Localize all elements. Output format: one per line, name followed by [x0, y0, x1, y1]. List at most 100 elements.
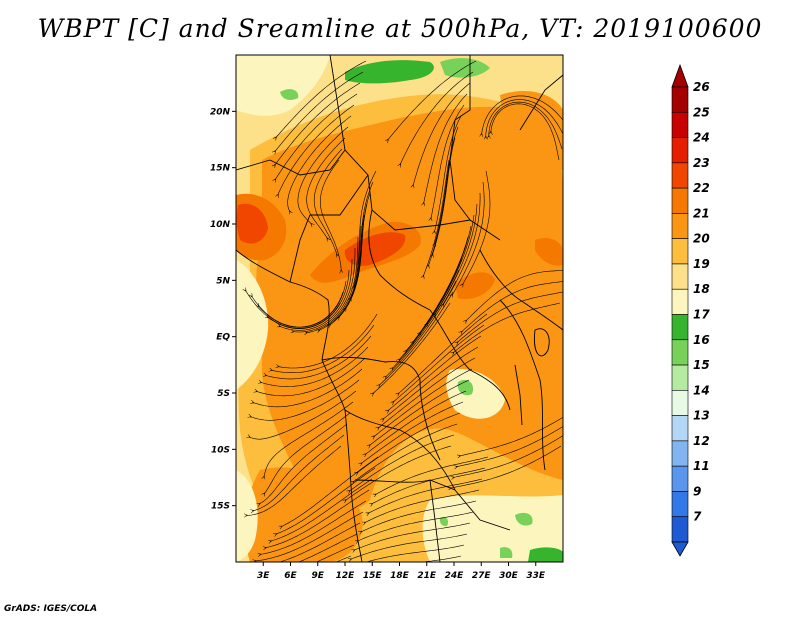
streamline: [489, 101, 563, 150]
lat-tick-label: 10S: [211, 445, 230, 455]
lat-tick-label: 20N: [210, 107, 231, 117]
streamline: [251, 291, 344, 328]
colorbar-bottom-arrow: [671, 541, 689, 557]
border: [429, 309, 511, 411]
colorbar-label: 26: [693, 80, 710, 94]
streamline: [353, 423, 458, 482]
colorbar-swatch: [671, 111, 689, 138]
lat-tick-label: 15N: [210, 164, 231, 174]
lon-tick-label: 6E: [284, 571, 297, 581]
lon-tick-label: 21E: [417, 571, 437, 581]
streamline: [428, 148, 453, 266]
streamline: [431, 104, 465, 219]
streamline: [486, 99, 563, 139]
streamline: [335, 555, 352, 562]
streamline: [383, 346, 479, 420]
border: [269, 149, 346, 176]
streamline: [385, 280, 457, 377]
streamline: [256, 357, 366, 397]
streamline: [318, 225, 362, 331]
lon-tick-label: 18E: [390, 571, 410, 581]
wbpt-field: [236, 55, 563, 562]
streamline: [279, 259, 353, 331]
field-region-light-green: [500, 547, 513, 558]
streamline: [265, 335, 372, 380]
lon-tick-label: 12E: [336, 571, 356, 581]
colorbar-label: 21: [693, 206, 710, 220]
colorbar-swatch: [671, 187, 689, 214]
streamline: [387, 60, 477, 141]
streamline: [465, 269, 563, 321]
lat-tick-label: 5S: [217, 389, 230, 399]
border: [368, 209, 431, 311]
colorbar-swatch: [671, 516, 689, 543]
streamline: [368, 478, 483, 514]
colorbar-swatch: [671, 440, 689, 467]
streamline: [306, 236, 359, 333]
border: [236, 159, 271, 171]
colorbar-label: 15: [693, 358, 710, 372]
streamline: [246, 445, 342, 515]
streamline: [379, 291, 454, 386]
border: [289, 174, 369, 283]
streamline: [252, 368, 363, 408]
colorbar-swatch: [671, 162, 689, 189]
field-region-light-green: [440, 58, 490, 78]
streamline: [350, 533, 468, 559]
colorbar-swatch: [671, 238, 689, 265]
streamline: [361, 500, 477, 532]
streamline: [365, 544, 465, 562]
streamline: [354, 522, 471, 550]
streamline: [369, 379, 470, 446]
streamline: [264, 401, 354, 478]
streamline: [275, 71, 364, 152]
streamline: [364, 489, 480, 523]
streamline: [260, 500, 367, 555]
streamline: [398, 313, 488, 394]
colorbar-swatch: [671, 314, 689, 341]
field-region-dark-orange: [455, 272, 495, 300]
streamline: [365, 390, 467, 455]
streamline: [443, 192, 481, 305]
field-region-light-green: [515, 512, 533, 526]
streamline: [255, 511, 364, 561]
streamline: [259, 423, 348, 504]
streamline: [459, 416, 563, 456]
streamline: [361, 401, 464, 464]
border: [344, 409, 511, 531]
streamline: [252, 434, 345, 511]
border: [329, 55, 501, 241]
streamline: [329, 214, 365, 326]
border: [519, 74, 563, 131]
colorbar-swatch: [671, 415, 689, 442]
streamline: [264, 412, 351, 494]
streamline: [292, 248, 356, 332]
streamline: [281, 456, 379, 527]
colorbar-label: 22: [693, 181, 710, 195]
lon-tick-label: 30E: [499, 571, 519, 581]
streamline: [275, 93, 358, 180]
colorbar-swatch: [671, 86, 689, 113]
border: [429, 479, 441, 562]
streamline: [275, 467, 376, 534]
streamline: [393, 324, 485, 403]
streamline: [357, 511, 474, 541]
lake: [514, 364, 523, 426]
streamline: [306, 137, 346, 239]
streamline: [297, 126, 349, 225]
streamline: [271, 324, 375, 373]
field-region-red-orange: [236, 203, 268, 244]
lat-tick-label: 10N: [210, 220, 231, 230]
streamline: [400, 71, 474, 165]
longitude-axis: 3E 6E 9E 12E 15E 18E 21E 24E 27E 30E 33E: [257, 562, 546, 581]
colorbar-swatch: [671, 390, 689, 416]
lon-tick-label: 27E: [472, 571, 492, 581]
colorbar-label: 9: [693, 484, 701, 498]
border: [449, 55, 471, 221]
colorbar-label: 24: [693, 131, 710, 145]
streamline: [457, 291, 563, 343]
border: [499, 299, 546, 471]
colorbar-label: 18: [693, 282, 710, 296]
streamline: [278, 313, 378, 369]
streamline: [392, 269, 460, 369]
